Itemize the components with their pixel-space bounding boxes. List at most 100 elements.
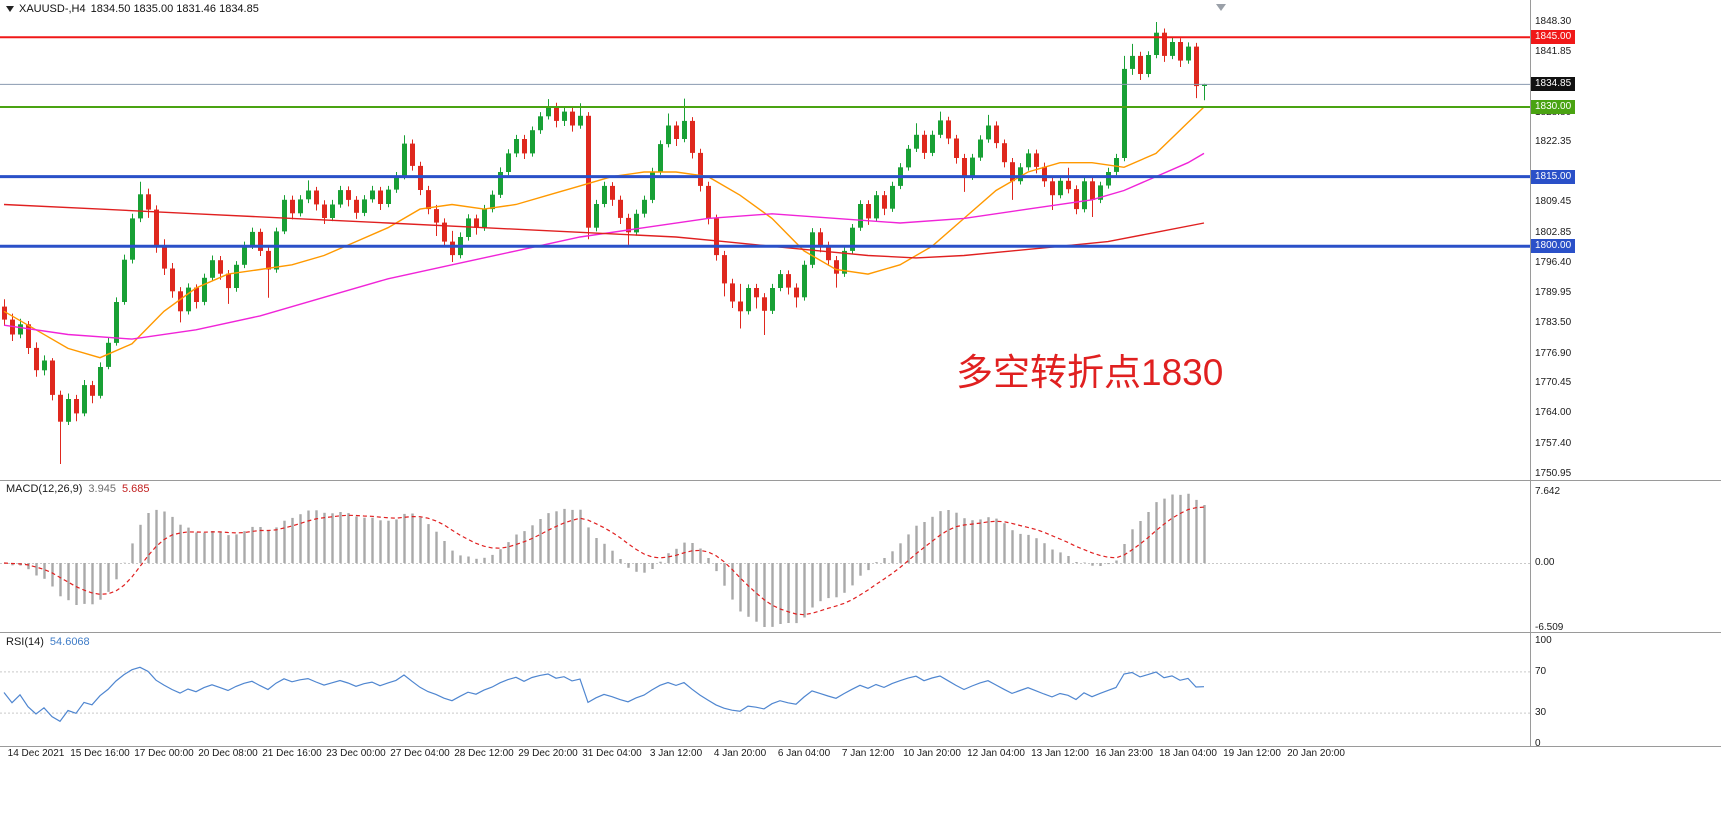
- candle-body: [626, 217, 631, 233]
- date-tick-label: 15 Dec 16:00: [70, 748, 130, 759]
- candle-body: [802, 264, 807, 298]
- candle-body: [754, 288, 759, 298]
- date-tick-label: 28 Dec 12:00: [454, 748, 514, 759]
- rsi-panel-label: RSI(14) 54.6068: [6, 636, 90, 648]
- macd-axis-label: 7.642: [1535, 486, 1561, 497]
- candle-body: [274, 231, 279, 270]
- candle-body: [554, 107, 559, 121]
- candle-body: [1106, 172, 1111, 186]
- date-tick-label: 21 Dec 16:00: [262, 748, 322, 759]
- date-tick-label: 27 Dec 04:00: [390, 748, 450, 759]
- candle-body: [946, 120, 951, 139]
- candle-body: [194, 287, 199, 302]
- candle-body: [226, 273, 231, 289]
- date-tick-label: 6 Jan 04:00: [777, 748, 831, 759]
- date-tick-label: 14 Dec 2021: [7, 748, 65, 759]
- candle-body: [106, 342, 111, 367]
- price-tick-label: 1802.85: [1535, 227, 1572, 238]
- candle-body: [186, 287, 191, 312]
- candle-body: [650, 172, 655, 200]
- date-tick-label: 16 Jan 23:00: [1095, 748, 1153, 759]
- price-level-badge: 1800.00: [1531, 239, 1576, 253]
- price-tick-label: 1764.00: [1535, 407, 1572, 418]
- candle-body: [514, 139, 519, 154]
- rsi-axis-label: 100: [1535, 635, 1552, 646]
- date-tick-label: 10 Jan 20:00: [903, 748, 961, 759]
- rsi-axis-label: 70: [1535, 666, 1547, 677]
- date-tick-label: 4 Jan 20:00: [713, 748, 767, 759]
- candle-body: [354, 199, 359, 213]
- candle-body: [1074, 189, 1079, 210]
- candle-body: [442, 222, 447, 242]
- date-tick-label: 18 Jan 04:00: [1159, 748, 1217, 759]
- candle-body: [114, 302, 119, 343]
- date-tick-label: 29 Dec 20:00: [518, 748, 578, 759]
- candle-body: [346, 190, 351, 200]
- chart-shift-anchor-icon[interactable]: [1216, 4, 1226, 11]
- price-tick-label: 1789.95: [1535, 287, 1572, 298]
- candle-body: [658, 144, 663, 172]
- price-tick-label: 1822.35: [1535, 136, 1572, 147]
- candle-body: [690, 120, 695, 153]
- candle-body: [1130, 55, 1135, 69]
- candle-body: [130, 218, 135, 260]
- candle-body: [170, 268, 175, 292]
- price-tick-label: 1809.45: [1535, 196, 1572, 207]
- candle-body: [402, 143, 407, 177]
- candle-body: [234, 264, 239, 288]
- candle-body: [2, 306, 7, 320]
- candle-body: [1066, 180, 1071, 190]
- candle-body: [930, 134, 935, 153]
- candle-body: [666, 125, 671, 145]
- candle-body: [394, 176, 399, 190]
- candle-body: [562, 111, 567, 121]
- candle-body: [258, 231, 263, 251]
- candle-body: [330, 204, 335, 218]
- candle-body: [954, 138, 959, 158]
- candle-body: [1034, 153, 1039, 167]
- candle-body: [842, 250, 847, 274]
- candle-body: [586, 115, 591, 228]
- price-tick-label: 1783.50: [1535, 317, 1572, 328]
- date-tick-label: 20 Dec 08:00: [198, 748, 258, 759]
- candle-body: [1002, 143, 1007, 163]
- candle-body: [1018, 167, 1023, 182]
- candle-body: [58, 394, 63, 422]
- candle-body: [962, 158, 967, 177]
- candle-body: [826, 245, 831, 261]
- candle-body: [922, 134, 927, 153]
- macd-signal-line: [3, 506, 1205, 616]
- candle-body: [594, 204, 599, 228]
- price-level-badge: 1830.00: [1531, 100, 1576, 114]
- date-tick-label: 23 Dec 00:00: [326, 748, 386, 759]
- trend-annotation-text: 多空转折点1830: [956, 352, 1224, 393]
- candle-body: [970, 157, 975, 177]
- rsi-axis-label: 30: [1535, 707, 1547, 718]
- candle-body: [850, 227, 855, 251]
- candle-body: [1026, 153, 1031, 168]
- candle-body: [778, 274, 783, 288]
- candle-body: [730, 283, 735, 302]
- macd-indicator-name: MACD(12,26,9): [6, 483, 83, 495]
- candle-body: [762, 297, 767, 311]
- candle-body: [1194, 46, 1199, 87]
- candle-body: [306, 190, 311, 200]
- candle-body: [498, 172, 503, 195]
- candle-body: [890, 185, 895, 209]
- rsi-line: [3, 666, 1205, 723]
- candle-body: [794, 287, 799, 298]
- candle-body: [34, 347, 39, 371]
- candle-body: [1178, 42, 1183, 61]
- macd-axis-label: -6.509: [1535, 622, 1564, 633]
- candle-body: [1170, 42, 1175, 56]
- candle-body: [298, 199, 303, 214]
- candle-body: [338, 190, 343, 205]
- candle-body: [674, 125, 679, 139]
- candle-body: [938, 120, 943, 135]
- candle-body: [378, 190, 383, 204]
- price-tick-label: 1757.40: [1535, 438, 1572, 449]
- price-tick-label: 1848.30: [1535, 16, 1572, 27]
- candle-body: [1138, 55, 1143, 74]
